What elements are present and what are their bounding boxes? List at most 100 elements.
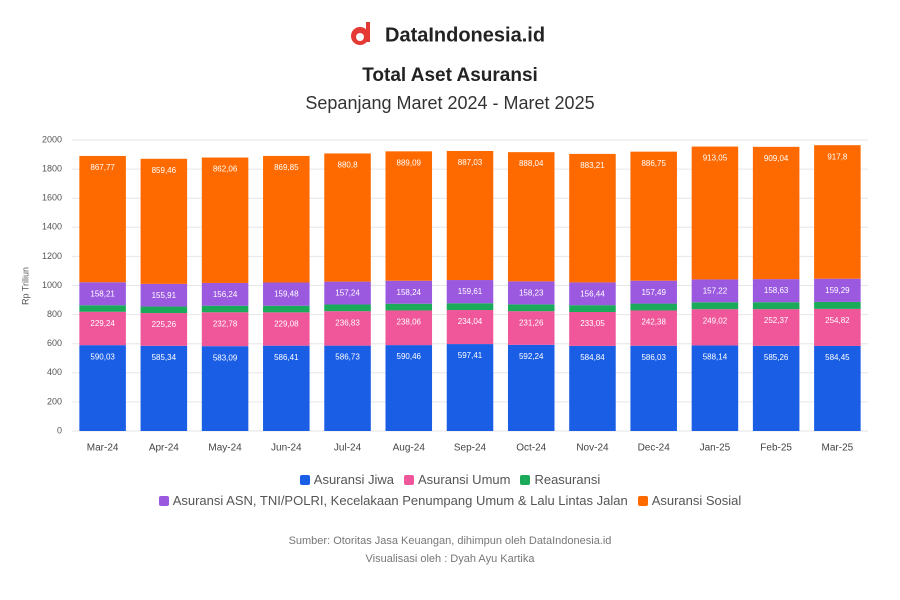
bar-segment	[385, 303, 433, 311]
bar-segment	[691, 146, 739, 280]
y-tick-label: 1000	[42, 280, 62, 290]
y-axis-label: Rp Triliun	[20, 267, 30, 305]
value-label: 583,09	[213, 353, 238, 362]
bar-segment	[79, 305, 126, 312]
bar-segment	[507, 344, 555, 431]
legend-label: Reasuransi	[534, 472, 601, 487]
value-label: 236,83	[335, 318, 360, 327]
value-label: 588,14	[703, 353, 728, 362]
value-label: 859,46	[152, 166, 177, 175]
y-tick-label: 1600	[42, 193, 62, 203]
value-label: 229,24	[90, 319, 115, 328]
value-label: 157,24	[335, 289, 360, 298]
legend-swatch	[520, 474, 531, 485]
bar-segment	[691, 302, 739, 310]
value-label: 597,41	[458, 351, 483, 360]
value-label: 880,8	[338, 161, 359, 170]
bar-segment	[814, 345, 861, 431]
x-tick-label: Jul-24	[334, 443, 362, 454]
value-label: 584,84	[580, 353, 605, 362]
value-label: 586,41	[274, 353, 299, 362]
legend-label: Asuransi Umum	[417, 472, 511, 487]
bar-segment	[385, 310, 433, 346]
value-label: 917,8	[827, 152, 848, 161]
x-tick-label: May-24	[208, 443, 242, 454]
y-tick-label: 200	[47, 396, 62, 406]
bar-segment	[385, 280, 433, 304]
bar-segment	[385, 345, 433, 431]
legend-label: Asuransi ASN, TNI/POLRI, Kecelakaan Penu…	[172, 493, 628, 508]
value-label: 254,82	[825, 316, 850, 325]
bar-segment	[201, 305, 249, 313]
legend-item: Asuransi ASN, TNI/POLRI, Kecelakaan Penu…	[158, 493, 628, 508]
bar-segment	[79, 311, 126, 346]
bar-segment	[140, 313, 188, 346]
value-label: 157,22	[703, 287, 728, 296]
bar-segment	[201, 282, 249, 306]
y-tick-label: 2000	[42, 134, 62, 144]
value-label: 159,29	[825, 286, 850, 295]
bar-segment	[752, 302, 800, 310]
y-tick-label: 1200	[42, 251, 62, 261]
bar-segment	[752, 345, 800, 431]
bar-segment	[79, 345, 126, 431]
legend-item: Asuransi Sosial	[637, 493, 742, 508]
bar-segment	[814, 145, 861, 279]
value-label: 888,04	[519, 159, 544, 168]
value-label: 869,85	[274, 163, 299, 172]
bar-segment	[263, 345, 310, 431]
bar-segment	[569, 345, 616, 431]
bar-segment	[507, 281, 555, 305]
value-label: 229,08	[274, 319, 299, 328]
x-tick-label: Oct-24	[516, 443, 546, 454]
bar-segment	[324, 153, 371, 282]
legend-swatch	[403, 474, 414, 485]
bar-segment	[140, 345, 188, 431]
y-tick-label: 0	[57, 425, 62, 435]
legend-item: Reasuransi	[520, 472, 600, 487]
value-label: 586,03	[641, 353, 666, 362]
value-label: 157,49	[641, 288, 666, 297]
value-label: 889,09	[397, 158, 422, 167]
chart-title: Total Aset Asuransi	[362, 65, 538, 86]
bar-segment	[140, 283, 188, 307]
source: Sumber: Otoritas Jasa Keuangan, dihimpun…	[289, 535, 612, 547]
bar-segment	[691, 309, 739, 346]
legend-item: Asuransi Umum	[403, 472, 511, 487]
legend-swatch	[158, 495, 169, 506]
bar-segment	[630, 303, 677, 311]
value-label: 584,45	[825, 353, 850, 362]
value-label: 155,91	[152, 291, 177, 300]
bar-segment	[324, 311, 371, 346]
bar-segment	[446, 344, 494, 431]
bar-segment	[630, 310, 677, 346]
y-tick-label: 1800	[42, 163, 62, 173]
legend-label: Asuransi Sosial	[651, 493, 742, 508]
bar-segment	[263, 312, 310, 346]
bar-segment	[569, 282, 616, 306]
x-tick-label: Jan-25	[700, 443, 731, 454]
credit: Visualisasi oleh : Dyah Ayu Kartika	[366, 553, 536, 565]
value-label: 158,63	[764, 286, 789, 295]
value-label: 883,21	[580, 161, 605, 170]
legend: Asuransi Jiwa Asuransi Umum Reasuransi Asur…	[90, 472, 810, 508]
bar-segment	[752, 309, 800, 346]
value-label: 158,23	[519, 288, 544, 297]
value-label: 159,61	[458, 287, 483, 296]
bar-segment	[569, 311, 616, 346]
logo-hole	[356, 33, 364, 41]
x-tick-label: Jun-24	[271, 443, 302, 454]
x-tick-label: Aug-24	[393, 443, 426, 454]
bar-segment	[79, 282, 126, 306]
bar-segment	[569, 305, 616, 312]
bar-segment	[263, 305, 310, 313]
value-label: 159,48	[274, 290, 299, 299]
value-label: 156,24	[213, 290, 238, 299]
value-label: 592,24	[519, 352, 544, 361]
value-label: 234,04	[458, 317, 483, 326]
y-tick-label: 1400	[42, 222, 62, 232]
value-label: 225,26	[152, 320, 177, 329]
legend-item: Asuransi Jiwa	[299, 472, 394, 487]
